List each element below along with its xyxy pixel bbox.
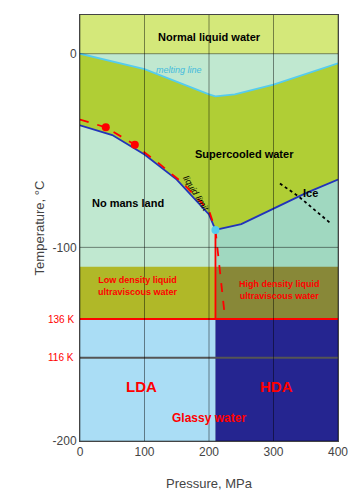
svg-text:136 K: 136 K	[48, 314, 74, 325]
svg-text:Low density liquidultraviscous: Low density liquidultraviscous water	[98, 275, 178, 297]
svg-text:0: 0	[77, 445, 84, 459]
svg-text:Supercooled water: Supercooled water	[195, 148, 294, 160]
svg-text:Ice: Ice	[303, 187, 318, 199]
svg-text:400: 400	[328, 445, 348, 459]
svg-text:liquid limit: liquid limit	[181, 174, 211, 213]
svg-text:116 K: 116 K	[48, 352, 74, 363]
svg-text:300: 300	[263, 445, 283, 459]
svg-text:HDA: HDA	[260, 378, 293, 395]
svg-text:Pressure, MPa: Pressure, MPa	[166, 476, 253, 491]
svg-text:Temperature, °C: Temperature, °C	[32, 181, 47, 276]
svg-text:Normal liquid water: Normal liquid water	[158, 31, 261, 43]
svg-text:LDA: LDA	[126, 378, 157, 395]
svg-text:-100: -100	[53, 241, 77, 255]
svg-text:High density liquidultraviscou: High density liquidultraviscous water	[239, 279, 320, 301]
svg-text:No mans land: No mans land	[92, 197, 164, 209]
svg-text:200: 200	[199, 445, 219, 459]
svg-text:-200: -200	[53, 434, 77, 448]
svg-text:melting line: melting line	[156, 65, 202, 75]
svg-text:100: 100	[134, 445, 154, 459]
svg-text:Glassy water: Glassy water	[172, 411, 246, 425]
svg-text:0: 0	[70, 47, 77, 61]
